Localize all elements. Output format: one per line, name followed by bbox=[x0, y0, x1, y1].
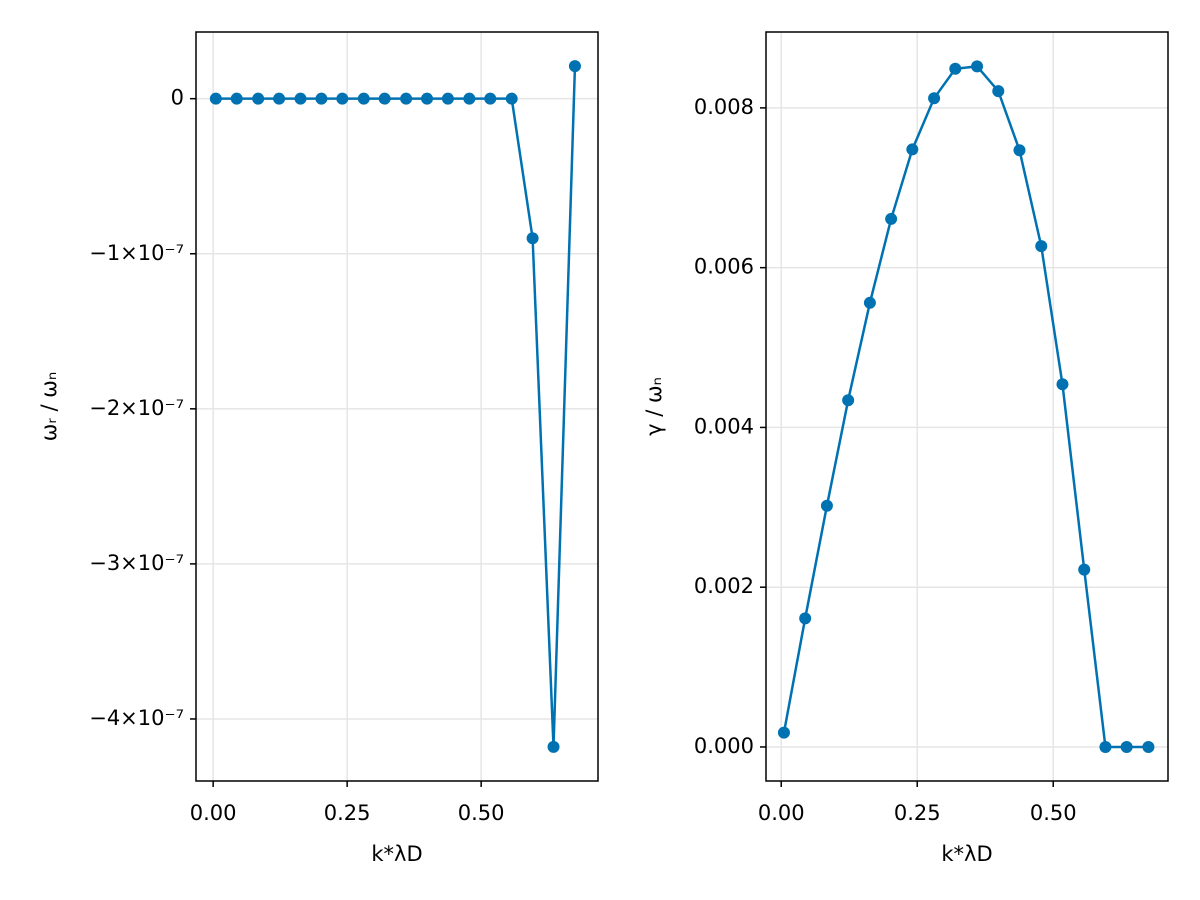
x-axis-label: k*λD bbox=[371, 842, 422, 866]
data-point bbox=[421, 92, 434, 105]
data-point bbox=[357, 92, 370, 105]
data-point bbox=[906, 143, 919, 156]
data-point bbox=[273, 92, 286, 105]
x-tick-label: 0.25 bbox=[324, 801, 371, 825]
x-tick-label: 0.00 bbox=[190, 801, 237, 825]
y-tick-label: 0.004 bbox=[694, 414, 754, 438]
x-tick-label: 0.50 bbox=[1030, 801, 1077, 825]
data-point bbox=[463, 92, 476, 105]
y-tick-label: 0.000 bbox=[694, 734, 754, 758]
y-tick-label: 0.006 bbox=[694, 255, 754, 279]
data-point bbox=[505, 92, 518, 105]
data-point bbox=[294, 92, 307, 105]
x-tick-label: 0.50 bbox=[458, 801, 505, 825]
data-point bbox=[547, 740, 560, 753]
data-point bbox=[1120, 740, 1133, 753]
plot-frame bbox=[765, 31, 1169, 782]
data-point bbox=[842, 394, 855, 407]
data-point bbox=[568, 60, 581, 73]
data-point bbox=[336, 92, 349, 105]
x-axis-label: k*λD bbox=[941, 842, 992, 866]
data-point bbox=[1142, 740, 1155, 753]
data-point bbox=[1035, 240, 1048, 253]
data-point bbox=[1078, 563, 1091, 576]
data-point bbox=[484, 92, 497, 105]
data-point bbox=[885, 212, 898, 225]
y-tick-label: 0.002 bbox=[694, 574, 754, 598]
data-point bbox=[971, 60, 984, 73]
data-point bbox=[863, 296, 876, 309]
data-point bbox=[209, 92, 222, 105]
data-point bbox=[1013, 144, 1026, 157]
data-point bbox=[949, 62, 962, 75]
data-point bbox=[230, 92, 243, 105]
y-axis-label: ωᵣ / ωₙ bbox=[37, 372, 61, 441]
y-tick-label: 0 bbox=[171, 86, 184, 110]
data-point bbox=[315, 92, 328, 105]
plot-frame bbox=[195, 31, 599, 782]
data-point bbox=[1056, 378, 1069, 391]
y-tick-label: −3×10⁻⁷ bbox=[89, 551, 184, 575]
data-point bbox=[526, 232, 539, 245]
data-point bbox=[252, 92, 265, 105]
x-tick-label: 0.25 bbox=[894, 801, 941, 825]
data-point bbox=[928, 92, 941, 105]
y-axis-label: γ / ωₙ bbox=[642, 377, 666, 436]
x-tick-label: 0.00 bbox=[758, 801, 805, 825]
series-line bbox=[215, 66, 577, 747]
data-point bbox=[799, 612, 812, 625]
y-tick-label: −2×10⁻⁷ bbox=[89, 396, 184, 420]
data-point bbox=[441, 92, 454, 105]
data-point bbox=[1099, 740, 1112, 753]
data-point bbox=[992, 85, 1005, 98]
data-point bbox=[400, 92, 413, 105]
series-line bbox=[782, 65, 1149, 749]
data-point bbox=[777, 726, 790, 739]
y-tick-label: 0.008 bbox=[694, 95, 754, 119]
data-point bbox=[820, 499, 833, 512]
y-tick-label: −4×10⁻⁷ bbox=[89, 706, 184, 730]
data-point bbox=[378, 92, 391, 105]
y-tick-label: −1×10⁻⁷ bbox=[89, 241, 184, 265]
